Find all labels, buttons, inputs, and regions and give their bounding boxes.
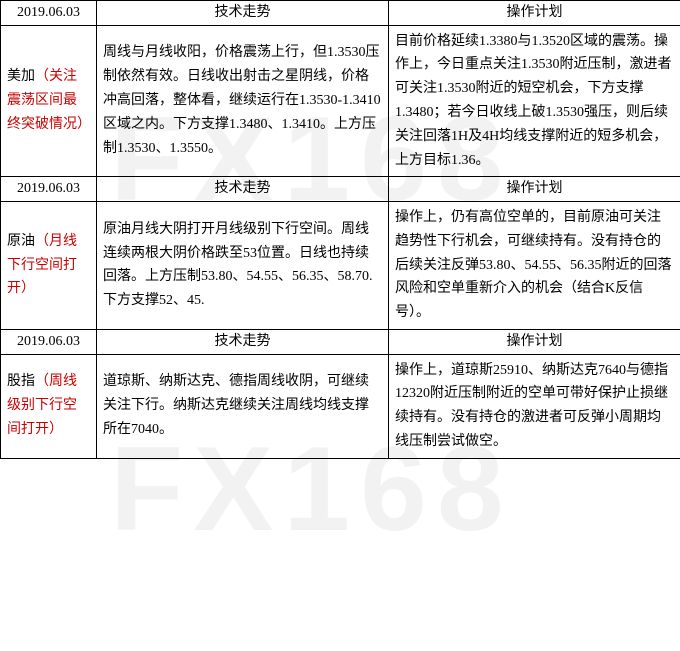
plan-cell: 目前价格延续1.3380与1.3520区域的震荡。操作上，今日重点关注1.353…: [389, 25, 680, 177]
date-cell: 2019.06.03: [1, 1, 97, 26]
table-container: FX168 FX168 2019.06.03 技术走势 操作计划 美加（关注震荡…: [0, 0, 680, 459]
trend-cell: 道琼斯、纳斯达克、德指周线收阴，可继续关注下行。纳斯达克继续关注周线均线支撑所在…: [97, 354, 389, 458]
instrument-name-cell: 股指（周线级别下行空间打开）: [1, 354, 97, 458]
analysis-table: 2019.06.03 技术走势 操作计划 美加（关注震荡区间最终突破情况） 周线…: [0, 0, 680, 459]
table-row: 原油（月线下行空间打开） 原油月线大阴打开月线级别下行空间。周线连续两根大阴价格…: [1, 201, 680, 329]
table-row: 美加（关注震荡区间最终突破情况） 周线与月线收阳，价格震荡上行，但1.3530压…: [1, 25, 680, 177]
trend-cell: 原油月线大阴打开月线级别下行空间。周线连续两根大阴价格跌至53位置。日线也持续回…: [97, 201, 389, 329]
plan-header: 操作计划: [389, 329, 680, 354]
trend-header: 技术走势: [97, 1, 389, 26]
plan-header: 操作计划: [389, 1, 680, 26]
date-cell: 2019.06.03: [1, 329, 97, 354]
plan-header: 操作计划: [389, 177, 680, 202]
instrument-name-cell: 原油（月线下行空间打开）: [1, 201, 97, 329]
instrument-name: 股指: [7, 374, 35, 389]
instrument-name: 美加: [7, 69, 35, 84]
plan-cell: 操作上，仍有高位空单的，目前原油可关注趋势性下行机会，可继续持有。没有持仓的后续…: [389, 201, 680, 329]
table-row: 股指（周线级别下行空间打开） 道琼斯、纳斯达克、德指周线收阴，可继续关注下行。纳…: [1, 354, 680, 458]
trend-cell: 周线与月线收阳，价格震荡上行，但1.3530压制依然有效。日线收出射击之星阴线，…: [97, 25, 389, 177]
table-row: 2019.06.03 技术走势 操作计划: [1, 177, 680, 202]
instrument-name: 原油: [7, 234, 35, 249]
table-row: 2019.06.03 技术走势 操作计划: [1, 1, 680, 26]
table-row: 2019.06.03 技术走势 操作计划: [1, 329, 680, 354]
trend-header: 技术走势: [97, 177, 389, 202]
instrument-name-cell: 美加（关注震荡区间最终突破情况）: [1, 25, 97, 177]
date-cell: 2019.06.03: [1, 177, 97, 202]
trend-header: 技术走势: [97, 329, 389, 354]
plan-cell: 操作上，道琼斯25910、纳斯达克7640与德指12320附近压制附近的空单可带…: [389, 354, 680, 458]
